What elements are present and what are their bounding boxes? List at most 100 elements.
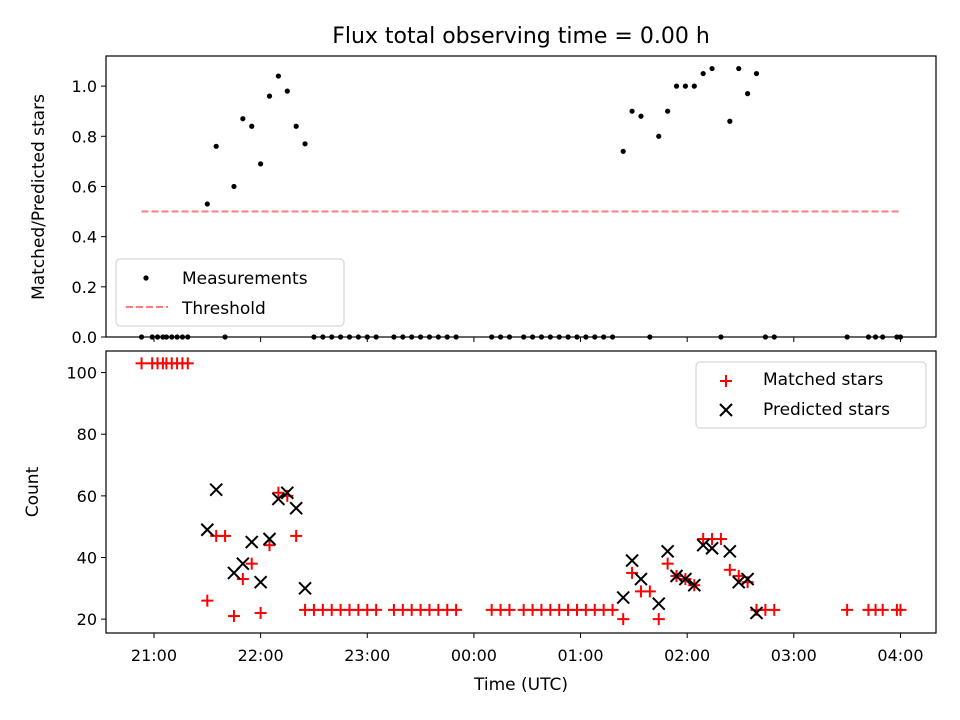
matched-stars-point <box>263 539 276 552</box>
matched-stars-point <box>606 603 619 616</box>
matched-stars-point <box>201 594 214 607</box>
matched-stars-point <box>643 585 656 598</box>
legend-matched-label: Matched stars <box>763 370 883 390</box>
legend-threshold-label: Threshold <box>181 299 266 319</box>
predicted-stars-point <box>289 501 303 515</box>
top-y-axis-label: Matched/Predicted stars <box>29 94 49 300</box>
measurement-point <box>293 123 299 129</box>
measurement-point <box>204 201 210 207</box>
predicted-stars-point <box>652 597 666 611</box>
matched-stars-point <box>768 603 781 616</box>
top-axes-frame <box>105 55 937 338</box>
bottom-legend-box <box>695 361 927 429</box>
predicted-stars-point <box>245 535 259 549</box>
bottom-axes-frame <box>105 350 937 634</box>
measurement-point <box>629 108 635 114</box>
matched-stars-point <box>450 603 463 616</box>
predicted-stars-point <box>749 606 764 620</box>
x-tick-label: 22:00 <box>238 646 284 665</box>
bottom-legend: Matched stars Predicted stars <box>695 361 927 429</box>
predicted-stars-point <box>732 575 746 589</box>
y-tick-label: 0.0 <box>72 328 97 347</box>
y-tick-label: 40 <box>77 548 97 567</box>
x-tick-label: 02:00 <box>664 646 710 665</box>
bottom-panel: 20 40 60 80 100 21:00 22:00 23:00 00:00 01:00 02:… <box>23 350 937 695</box>
legend-matched-marker <box>720 375 732 387</box>
predicted-stars-point <box>669 569 684 583</box>
matched-stars-point <box>135 357 148 370</box>
predicted-stars-point <box>625 553 639 568</box>
matched-stars-point <box>370 603 383 616</box>
y-tick-label: 0.8 <box>72 127 97 146</box>
matched-stars-point <box>876 603 889 616</box>
matched-stars-point <box>723 563 736 576</box>
matched-stars-point <box>254 606 267 619</box>
predicted-stars-point <box>723 544 737 559</box>
predicted-stars-point <box>262 532 277 546</box>
bottom-x-ticks: 21:00 22:00 23:00 00:00 01:00 02:00 03:00 04:00 <box>131 633 924 665</box>
measurement-point <box>665 108 671 114</box>
top-y-ticks: 0.0 0.2 0.4 0.6 0.8 1.0 <box>72 77 106 347</box>
predicted-stars-point <box>687 578 701 592</box>
measurement-point <box>709 65 715 72</box>
measurement-point <box>240 116 246 122</box>
top-marks <box>138 65 904 340</box>
predicted-stars-point <box>634 572 648 586</box>
predicted-stars-point <box>660 544 675 559</box>
bottom-y-ticks: 20 40 60 80 100 <box>66 364 106 629</box>
top-panel: 0.0 0.2 0.4 0.6 0.8 1.0 Matched/Predicted sta… <box>29 55 937 347</box>
x-tick-label: 21:00 <box>131 646 177 665</box>
matched-stars-point <box>652 613 665 626</box>
predicted-stars-point <box>616 590 630 605</box>
legend-measurements-label: Measurements <box>182 269 308 289</box>
legend-measurements-marker <box>143 275 149 281</box>
measurement-point <box>727 118 733 124</box>
y-tick-label: 20 <box>77 610 97 629</box>
predicted-stars-point <box>705 541 719 555</box>
predicted-stars-point <box>236 556 250 571</box>
y-tick-label: 60 <box>77 487 97 506</box>
chart-title: Flux total observing time = 0.00 h <box>332 24 710 49</box>
matched-stars-point <box>894 603 907 616</box>
matched-stars-point <box>714 533 727 545</box>
measurement-point <box>231 183 237 190</box>
measurement-point <box>673 83 680 89</box>
top-legend-box <box>115 258 345 327</box>
bottom-marks <box>135 357 907 626</box>
predicted-stars-point <box>200 523 215 537</box>
x-axis-label: Time (UTC) <box>473 675 568 695</box>
measurement-point <box>284 88 290 94</box>
predicted-stars-point <box>678 572 693 586</box>
measurement-point <box>266 93 273 99</box>
measurement-point <box>753 70 760 77</box>
y-tick-label: 100 <box>66 364 97 383</box>
x-tick-label: 00:00 <box>451 646 497 665</box>
matched-stars-point <box>503 603 516 616</box>
y-tick-label: 0.2 <box>72 278 97 297</box>
matched-stars-point <box>245 557 258 570</box>
matched-stars-point <box>181 357 194 370</box>
y-tick-label: 0.6 <box>72 177 97 196</box>
measurement-point <box>638 113 644 119</box>
matched-stars-point <box>626 566 639 579</box>
predicted-stars-point <box>740 572 755 586</box>
matched-stars-point <box>236 573 249 586</box>
x-tick-label: 03:00 <box>771 646 817 665</box>
measurement-point <box>691 83 697 89</box>
measurement-point <box>258 161 264 167</box>
measurement-point <box>656 133 662 139</box>
measurement-point <box>682 83 689 89</box>
matched-stars-point <box>227 610 240 623</box>
measurement-point <box>700 70 706 77</box>
top-legend: Measurements Threshold <box>115 258 345 327</box>
predicted-stars-point <box>253 575 268 589</box>
measurement-point <box>736 65 742 72</box>
y-tick-label: 0.4 <box>72 228 97 247</box>
matched-stars-point <box>290 529 303 542</box>
top-x-ticks <box>153 337 901 342</box>
x-tick-label: 23:00 <box>344 646 390 665</box>
predicted-stars-point <box>696 538 710 552</box>
bottom-y-axis-label: Count <box>23 466 43 517</box>
measurement-point <box>302 141 308 147</box>
